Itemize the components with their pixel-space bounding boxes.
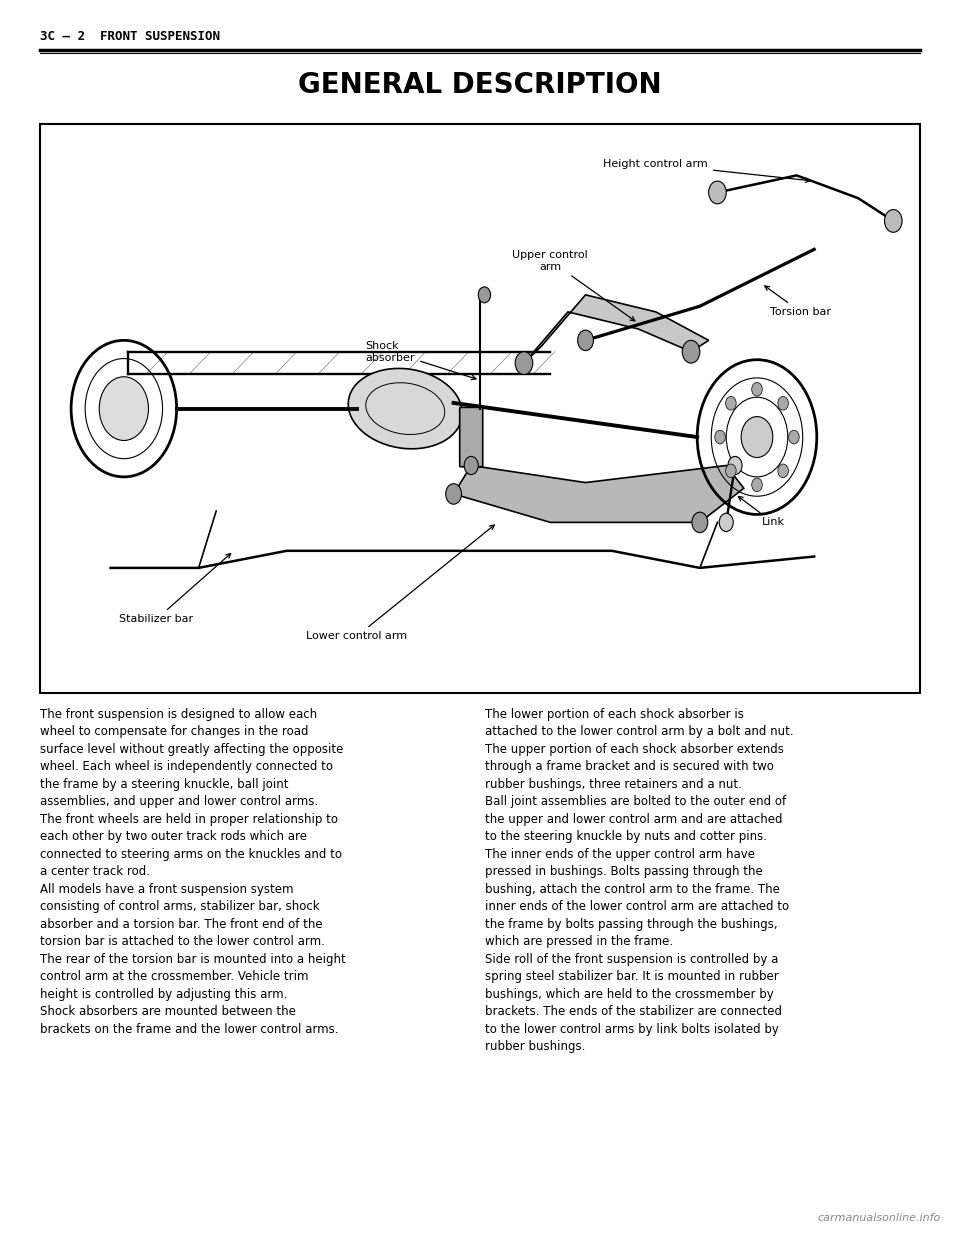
Text: The front suspension is designed to allow each
wheel to compensate for changes i: The front suspension is designed to allo… [40, 708, 346, 1036]
Circle shape [884, 210, 902, 232]
Text: Height control arm: Height control arm [603, 159, 810, 183]
Text: Torsion bar: Torsion bar [765, 286, 831, 317]
Circle shape [778, 396, 788, 410]
Circle shape [778, 465, 788, 478]
Text: Stabilizer bar: Stabilizer bar [119, 554, 230, 623]
Circle shape [728, 456, 742, 474]
Circle shape [465, 456, 478, 474]
Text: Upper control
arm: Upper control arm [513, 250, 635, 320]
Circle shape [578, 330, 593, 350]
Text: Link: Link [738, 497, 784, 528]
Polygon shape [524, 294, 708, 363]
Circle shape [478, 287, 491, 303]
Circle shape [715, 430, 726, 443]
Circle shape [683, 340, 700, 363]
Text: 3C – 2  FRONT SUSPENSION: 3C – 2 FRONT SUSPENSION [40, 31, 220, 43]
Circle shape [692, 512, 708, 533]
Circle shape [741, 416, 773, 457]
Bar [40, 124, 920, 693]
Polygon shape [454, 466, 744, 523]
Text: Lower control arm: Lower control arm [306, 525, 494, 641]
Circle shape [516, 351, 533, 375]
Text: Shock
absorber: Shock absorber [366, 342, 476, 380]
Circle shape [726, 465, 736, 478]
Ellipse shape [348, 369, 463, 448]
Circle shape [752, 478, 762, 492]
Text: GENERAL DESCRIPTION: GENERAL DESCRIPTION [299, 71, 661, 99]
FancyBboxPatch shape [460, 407, 483, 467]
Circle shape [789, 430, 800, 443]
Circle shape [708, 181, 726, 204]
Circle shape [726, 396, 736, 410]
Text: carmanualsonline.info: carmanualsonline.info [818, 1213, 941, 1223]
Text: The lower portion of each shock absorber is
attached to the lower control arm by: The lower portion of each shock absorber… [485, 708, 793, 1053]
Circle shape [719, 513, 733, 532]
Circle shape [752, 383, 762, 396]
Circle shape [99, 376, 149, 441]
Circle shape [445, 483, 462, 504]
